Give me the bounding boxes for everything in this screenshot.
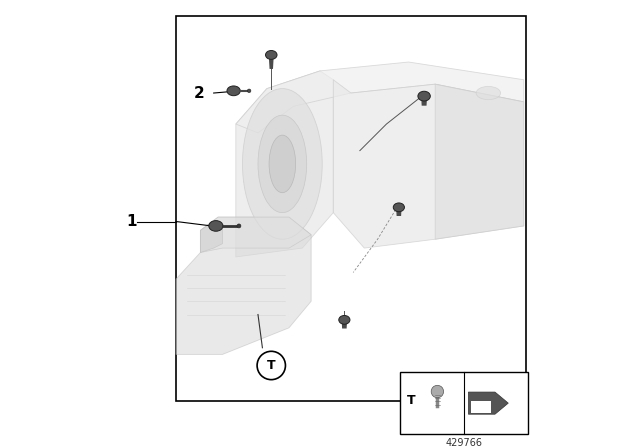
Polygon shape	[435, 84, 524, 239]
Ellipse shape	[393, 203, 404, 212]
Polygon shape	[236, 71, 333, 257]
Circle shape	[431, 385, 444, 398]
Ellipse shape	[418, 91, 430, 101]
Ellipse shape	[476, 86, 500, 99]
Polygon shape	[333, 80, 524, 248]
Ellipse shape	[209, 220, 223, 231]
Polygon shape	[200, 217, 311, 253]
Polygon shape	[200, 221, 223, 253]
Circle shape	[257, 351, 285, 379]
Text: 2: 2	[194, 86, 205, 100]
Polygon shape	[342, 321, 346, 328]
Ellipse shape	[237, 224, 241, 228]
Ellipse shape	[227, 86, 240, 96]
Ellipse shape	[258, 115, 307, 213]
Ellipse shape	[339, 315, 350, 324]
Polygon shape	[176, 217, 311, 354]
Ellipse shape	[269, 135, 296, 193]
Ellipse shape	[243, 89, 322, 239]
Polygon shape	[468, 392, 508, 414]
Text: T: T	[267, 359, 276, 372]
Text: 429766: 429766	[445, 438, 483, 448]
Bar	[400, 372, 528, 434]
Ellipse shape	[266, 51, 277, 60]
Polygon shape	[470, 401, 490, 414]
Polygon shape	[269, 56, 273, 68]
Text: 1: 1	[127, 214, 137, 229]
Polygon shape	[397, 208, 401, 215]
Polygon shape	[236, 62, 524, 133]
Text: T: T	[406, 393, 415, 406]
Polygon shape	[422, 97, 426, 105]
Bar	[176, 16, 526, 401]
Ellipse shape	[247, 89, 251, 93]
